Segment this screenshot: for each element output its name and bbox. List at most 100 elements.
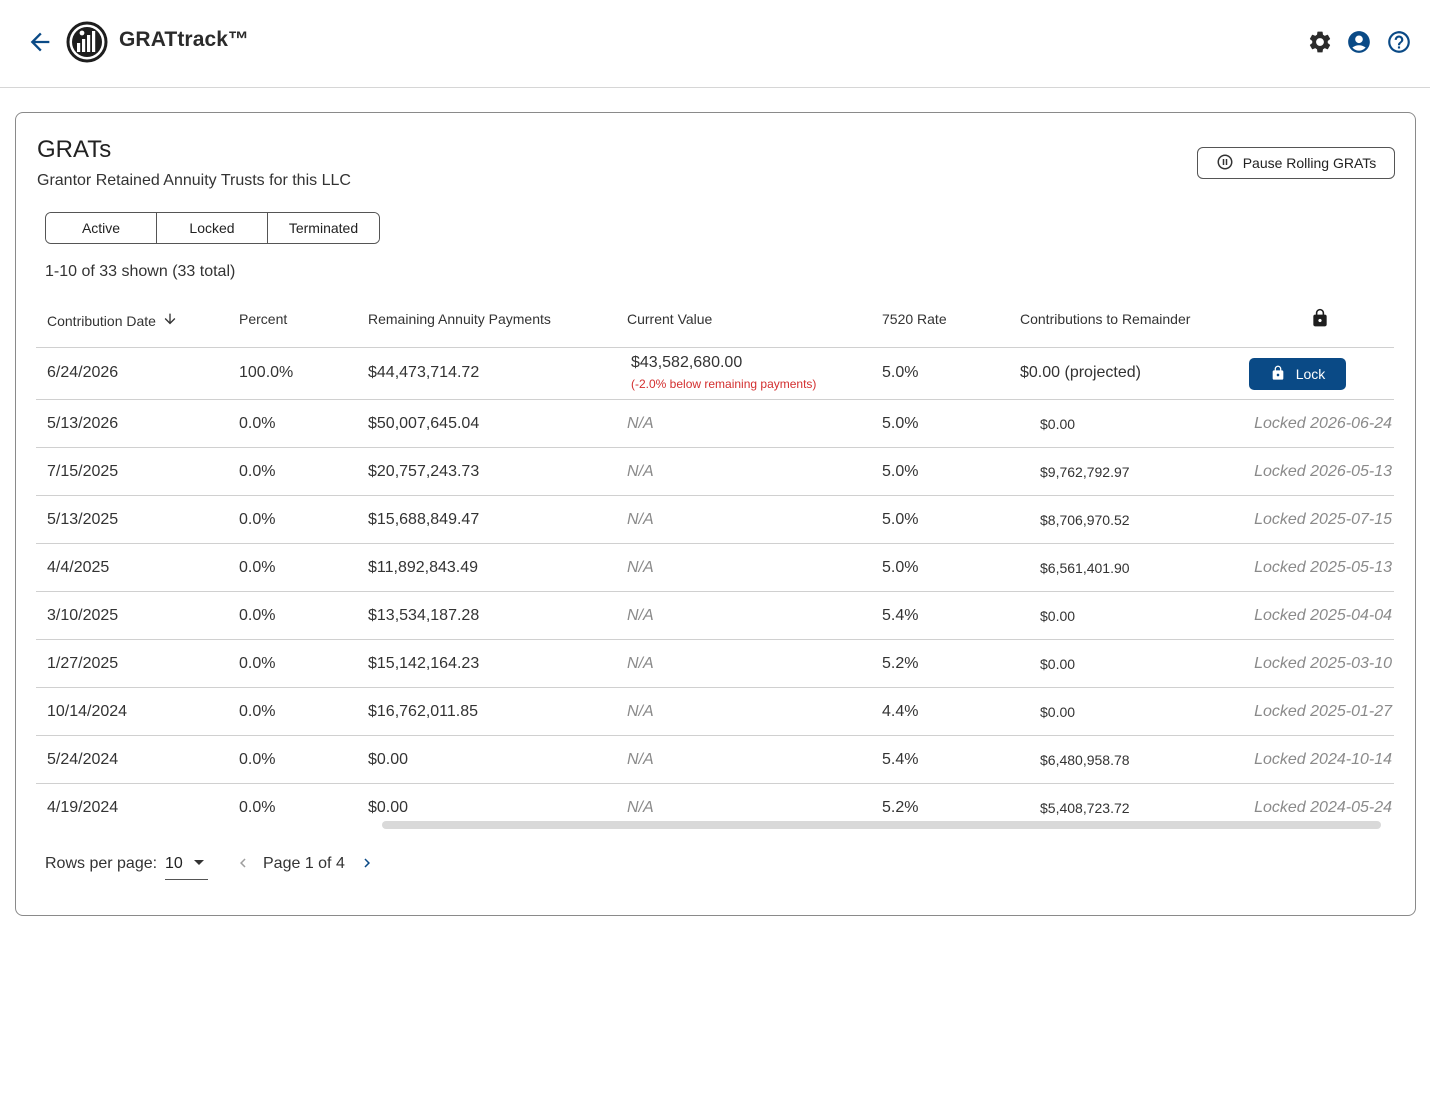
page-indicator: Page 1 of 4: [263, 855, 345, 872]
table-row: 3/10/2025 0.0% $13,534,187.28 N/A 5.4% $…: [36, 592, 1394, 640]
current-value-warning: (-2.0% below remaining payments): [631, 377, 817, 391]
column-header-contribution-date[interactable]: Contribution Date: [47, 311, 178, 330]
grats-card: GRATs Grantor Retained Annuity Trusts fo…: [15, 112, 1416, 916]
cell-remaining: $11,892,843.49: [368, 559, 479, 576]
lock-button[interactable]: Lock: [1249, 358, 1346, 390]
account-icon[interactable]: [1346, 29, 1372, 55]
sort-descending-icon: [162, 311, 178, 330]
app-header: GRATtrack™: [0, 0, 1430, 88]
cell-7520-rate: 5.2%: [882, 655, 919, 672]
cell-contribution-date: 4/4/2025: [47, 559, 110, 576]
cell-7520-rate: 5.0%: [882, 463, 919, 480]
cell-percent: 0.0%: [239, 655, 276, 672]
cell-current-value: N/A: [627, 799, 654, 816]
cell-current-value: N/A: [627, 703, 654, 720]
table-row: 1/27/2025 0.0% $15,142,164.23 N/A 5.2% $…: [36, 640, 1394, 688]
cell-7520-rate: 5.2%: [882, 799, 919, 816]
app-title: GRATtrack™: [119, 28, 250, 51]
cell-contributions-remainder: $0.00 (projected): [1020, 364, 1141, 381]
card-subtitle: Grantor Retained Annuity Trusts for this…: [37, 172, 351, 189]
current-value-amount: $43,582,680.00: [631, 354, 743, 371]
table-header: Contribution Date Percent Remaining Annu…: [36, 295, 1394, 348]
cell-7520-rate: 5.0%: [882, 415, 919, 432]
settings-gear-icon[interactable]: [1307, 29, 1333, 55]
table-row: 5/24/2024 0.0% $0.00 N/A 5.4% $6,480,958…: [36, 736, 1394, 784]
cell-7520-rate: 5.0%: [882, 559, 919, 576]
cell-percent: 0.0%: [239, 559, 276, 576]
cell-percent: 0.0%: [239, 751, 276, 768]
cell-contributions-remainder: $0.00: [1040, 656, 1076, 672]
column-header-label: Contribution Date: [47, 312, 156, 329]
cell-current-value: N/A: [627, 463, 654, 480]
table-row: 7/15/2025 0.0% $20,757,243.73 N/A 5.0% $…: [36, 448, 1394, 496]
cell-contributions-remainder: $6,480,958.78: [1040, 752, 1130, 768]
rows-per-page-label: Rows per page:: [45, 855, 158, 872]
column-header-current-value: Current Value: [627, 311, 713, 327]
pause-button-label: Pause Rolling GRATs: [1242, 155, 1377, 171]
lock-button-label: Lock: [1295, 366, 1326, 382]
table-row: 5/13/2026 0.0% $50,007,645.04 N/A 5.0% $…: [36, 400, 1394, 448]
previous-page-chevron-icon[interactable]: [234, 854, 252, 872]
pause-circle-icon: [1216, 153, 1234, 174]
column-header-percent: Percent: [239, 311, 288, 327]
cell-current-value: $43,582,680.00 (-2.0% below remaining pa…: [631, 354, 816, 391]
cell-locked-status: Locked 2025-04-04: [1254, 607, 1392, 624]
table-row: 10/14/2024 0.0% $16,762,011.85 N/A 4.4% …: [36, 688, 1394, 736]
rows-per-page-select[interactable]: 10: [165, 849, 208, 880]
horizontal-scrollbar[interactable]: [382, 821, 1381, 829]
cell-percent: 0.0%: [239, 415, 276, 432]
cell-contribution-date: 10/14/2024: [47, 703, 128, 720]
cell-contribution-date: 7/15/2025: [47, 463, 119, 480]
cell-remaining: $0.00: [368, 799, 409, 816]
cell-7520-rate: 5.0%: [882, 364, 919, 381]
cell-current-value: N/A: [627, 607, 654, 624]
cell-locked-status: Locked 2025-01-27: [1254, 703, 1392, 720]
dropdown-arrow-icon: [194, 860, 204, 865]
cell-remaining: $0.00: [368, 751, 409, 768]
tab-active[interactable]: Active: [46, 213, 157, 243]
table-row: 5/13/2025 0.0% $15,688,849.47 N/A 5.0% $…: [36, 496, 1394, 544]
cell-contribution-date: 4/19/2024: [47, 799, 119, 816]
cell-locked-status: Locked 2024-05-24: [1254, 799, 1392, 816]
grats-table: Contribution Date Percent Remaining Annu…: [36, 295, 1394, 829]
cell-locked-status: Locked 2025-05-13: [1254, 559, 1392, 576]
cell-current-value: N/A: [627, 751, 654, 768]
cell-current-value: N/A: [627, 415, 654, 432]
cell-7520-rate: 5.4%: [882, 751, 919, 768]
cell-remaining: $50,007,645.04: [368, 415, 480, 432]
column-header-7520-rate: 7520 Rate: [882, 311, 947, 327]
cell-percent: 0.0%: [239, 463, 276, 480]
tab-terminated[interactable]: Terminated: [268, 213, 379, 243]
cell-7520-rate: 4.4%: [882, 703, 919, 720]
help-icon[interactable]: [1386, 29, 1412, 55]
column-header-contributions-remainder: Contributions to Remainder: [1020, 311, 1191, 327]
cell-contribution-date: 3/10/2025: [47, 607, 119, 624]
back-arrow-icon[interactable]: [26, 28, 54, 56]
table-row: 4/4/2025 0.0% $11,892,843.49 N/A 5.0% $6…: [36, 544, 1394, 592]
cell-contributions-remainder: $5,408,723.72: [1040, 800, 1130, 816]
cell-current-value: N/A: [627, 511, 654, 528]
pause-rolling-grats-button[interactable]: Pause Rolling GRATs: [1197, 147, 1395, 179]
cell-remaining: $13,534,187.28: [368, 607, 480, 624]
cell-contributions-remainder: $0.00: [1040, 416, 1076, 432]
lock-header-icon: [1310, 307, 1330, 329]
cell-percent: 0.0%: [239, 799, 276, 816]
cell-locked-status: Locked 2026-06-24: [1254, 415, 1392, 432]
cell-locked-status: Locked 2026-05-13: [1254, 463, 1392, 480]
cell-contributions-remainder: $6,561,401.90: [1040, 560, 1130, 576]
rows-per-page-value: 10: [165, 855, 183, 872]
tab-locked[interactable]: Locked: [157, 213, 268, 243]
cell-locked-status: Locked 2024-10-14: [1254, 751, 1392, 768]
cell-locked-status: Locked 2025-07-15: [1254, 511, 1392, 528]
cell-7520-rate: 5.0%: [882, 511, 919, 528]
table-row: 4/19/2024 0.0% $0.00 N/A 5.2% $5,408,723…: [36, 784, 1394, 829]
cell-current-value: N/A: [627, 559, 654, 576]
cell-percent: 100.0%: [239, 364, 294, 381]
status-tabs: Active Locked Terminated: [45, 212, 380, 244]
table-row: 6/24/2026 100.0% $44,473,714.72 $43,582,…: [36, 348, 1394, 400]
cell-remaining: $16,762,011.85: [368, 703, 479, 720]
cell-contributions-remainder: $8,706,970.52: [1040, 512, 1130, 528]
next-page-chevron-icon[interactable]: [358, 854, 376, 872]
cell-contribution-date: 5/13/2025: [47, 511, 119, 528]
cell-7520-rate: 5.4%: [882, 607, 919, 624]
